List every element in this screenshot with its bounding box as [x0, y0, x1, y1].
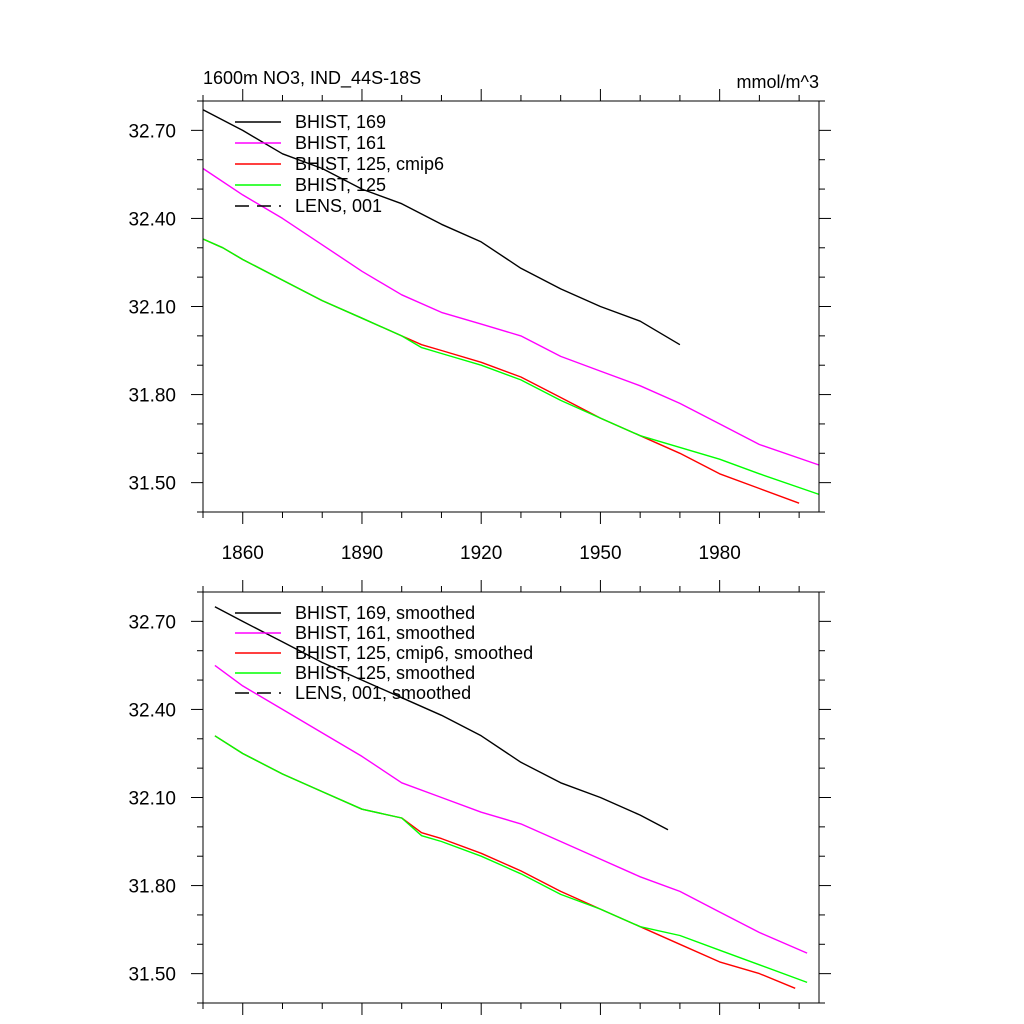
legend-label: BHIST, 125, cmip6, smoothed — [295, 643, 533, 663]
x-tick-labels: 1860 1890 1920 1950 1980 — [222, 543, 741, 564]
y-tick-labels: 31.50 31.80 32.10 32.40 32.70 — [128, 612, 176, 985]
legend-label: BHIST, 125 — [295, 175, 386, 195]
x-tick-label: 1920 — [460, 543, 502, 564]
y-tick-label: 32.40 — [128, 700, 176, 721]
y-tick-label: 32.10 — [128, 298, 176, 319]
legend-label: BHIST, 169, smoothed — [295, 603, 475, 623]
axis-ticks — [191, 89, 831, 524]
y-tick-label: 31.80 — [128, 386, 176, 407]
top-chart-panel: 1600m NO3, IND_44S-18S mmol/m^3 31.5031.… — [128, 68, 831, 564]
y-tick-label: 31.50 — [128, 474, 176, 495]
legend-label: LENS, 001, smoothed — [295, 683, 471, 703]
y-tick-label: 31.50 — [128, 965, 176, 986]
series-line-1 — [202, 109, 681, 346]
legend-label: BHIST, 125, cmip6 — [295, 154, 444, 174]
units-label: mmol/m^3 — [737, 72, 819, 92]
series-layer — [202, 109, 820, 504]
series-line-2 — [214, 664, 808, 954]
axis-ticks — [191, 580, 831, 1015]
plot-frame — [202, 100, 820, 513]
x-tick-label: 1890 — [341, 543, 383, 564]
y-tick-labels: 31.50 31.80 32.10 32.40 32.70 — [128, 121, 176, 494]
x-tick-label: 1860 — [222, 543, 264, 564]
series-line-4 — [214, 735, 808, 984]
bottom-chart-panel: 31.50 31.80 32.10 32.40 32.70 BHIST, 169, sm… — [128, 580, 831, 1015]
series-line-1 — [214, 606, 669, 831]
legend-label: BHIST, 161 — [295, 133, 386, 153]
legend-label: BHIST, 169 — [295, 112, 386, 132]
legend-label: LENS, 001 — [295, 196, 382, 216]
series-line-4 — [202, 238, 820, 496]
chart-title: 1600m NO3, IND_44S-18S — [203, 68, 421, 89]
series-line-2 — [202, 167, 820, 466]
plot-frame — [202, 591, 820, 1004]
y-tick-label: 32.10 — [128, 789, 176, 810]
x-tick-label: 1950 — [579, 543, 621, 564]
y-tick-label: 32.70 — [128, 121, 176, 142]
legend-label: BHIST, 125, smoothed — [295, 663, 475, 683]
series-layer — [214, 606, 808, 989]
y-tick-label: 31.80 — [128, 877, 176, 898]
x-tick-label: 1980 — [699, 543, 741, 564]
y-tick-label: 32.40 — [128, 209, 176, 230]
y-tick-label: 32.70 — [128, 612, 176, 633]
legend-label: BHIST, 161, smoothed — [295, 623, 475, 643]
